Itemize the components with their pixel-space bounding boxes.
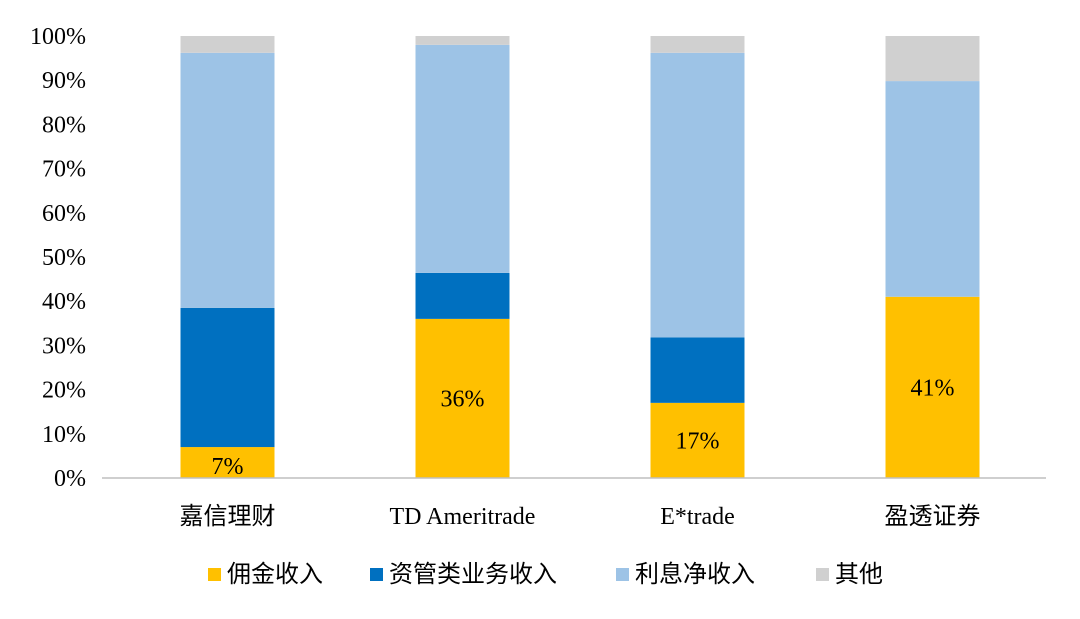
y-tick-label: 60% <box>42 201 86 227</box>
bar-segment <box>885 296 980 478</box>
x-category-label: 盈透证券 <box>885 503 981 530</box>
y-tick-label: 10% <box>42 422 86 448</box>
y-tick-label: 50% <box>42 245 86 271</box>
y-tick-label: 100% <box>30 24 86 50</box>
bar-segment <box>885 81 980 297</box>
legend-swatch <box>208 568 221 581</box>
x-axis-category-labels: 嘉信理财 TD Ameritrade E*trade 盈透证券 <box>180 503 981 530</box>
y-axis-tick-labels: 0% 10% 20% 30% 40% 50% 60% 70% 80% 90% 100% <box>30 24 86 492</box>
legend-label: 佣金收入 <box>227 560 323 588</box>
data-label: 36% <box>441 386 485 412</box>
y-tick-label: 40% <box>42 289 86 315</box>
y-tick-label: 70% <box>42 157 86 183</box>
bar-segment <box>415 44 510 273</box>
y-tick-label: 20% <box>42 378 86 404</box>
data-label: 17% <box>676 428 720 454</box>
bar-segment <box>415 318 510 478</box>
x-category-label: TD Ameritrade <box>390 504 536 530</box>
legend-swatch <box>616 568 629 581</box>
bar-segment <box>650 52 745 338</box>
legend-swatch <box>370 568 383 581</box>
x-category-label: 嘉信理财 <box>180 503 276 530</box>
bar-segment <box>180 447 275 478</box>
legend: 佣金收入 资管类业务收入 利息净收入 其他 <box>208 560 883 588</box>
bar-segment <box>180 307 275 448</box>
bar-segment <box>650 402 745 478</box>
x-category-label: E*trade <box>660 504 735 530</box>
bar-segment <box>650 36 745 53</box>
bar-segment <box>650 337 745 403</box>
legend-label: 资管类业务收入 <box>389 560 557 588</box>
y-tick-label: 0% <box>54 466 86 492</box>
bar-stacks <box>180 36 980 478</box>
legend-label: 利息净收入 <box>635 560 755 588</box>
y-tick-label: 90% <box>42 68 86 94</box>
y-tick-label: 80% <box>42 112 86 138</box>
data-labels: 7% 36% 17% 41% <box>212 375 955 480</box>
bar-segment <box>180 36 275 53</box>
legend-label: 其他 <box>835 560 883 588</box>
legend-swatch <box>816 568 829 581</box>
bar-segment <box>885 36 980 82</box>
data-label: 41% <box>911 375 955 401</box>
y-tick-label: 30% <box>42 333 86 359</box>
bar-segment <box>180 52 275 308</box>
bar-segment <box>415 36 510 45</box>
data-label: 7% <box>212 454 244 480</box>
bar-segment <box>415 272 510 319</box>
